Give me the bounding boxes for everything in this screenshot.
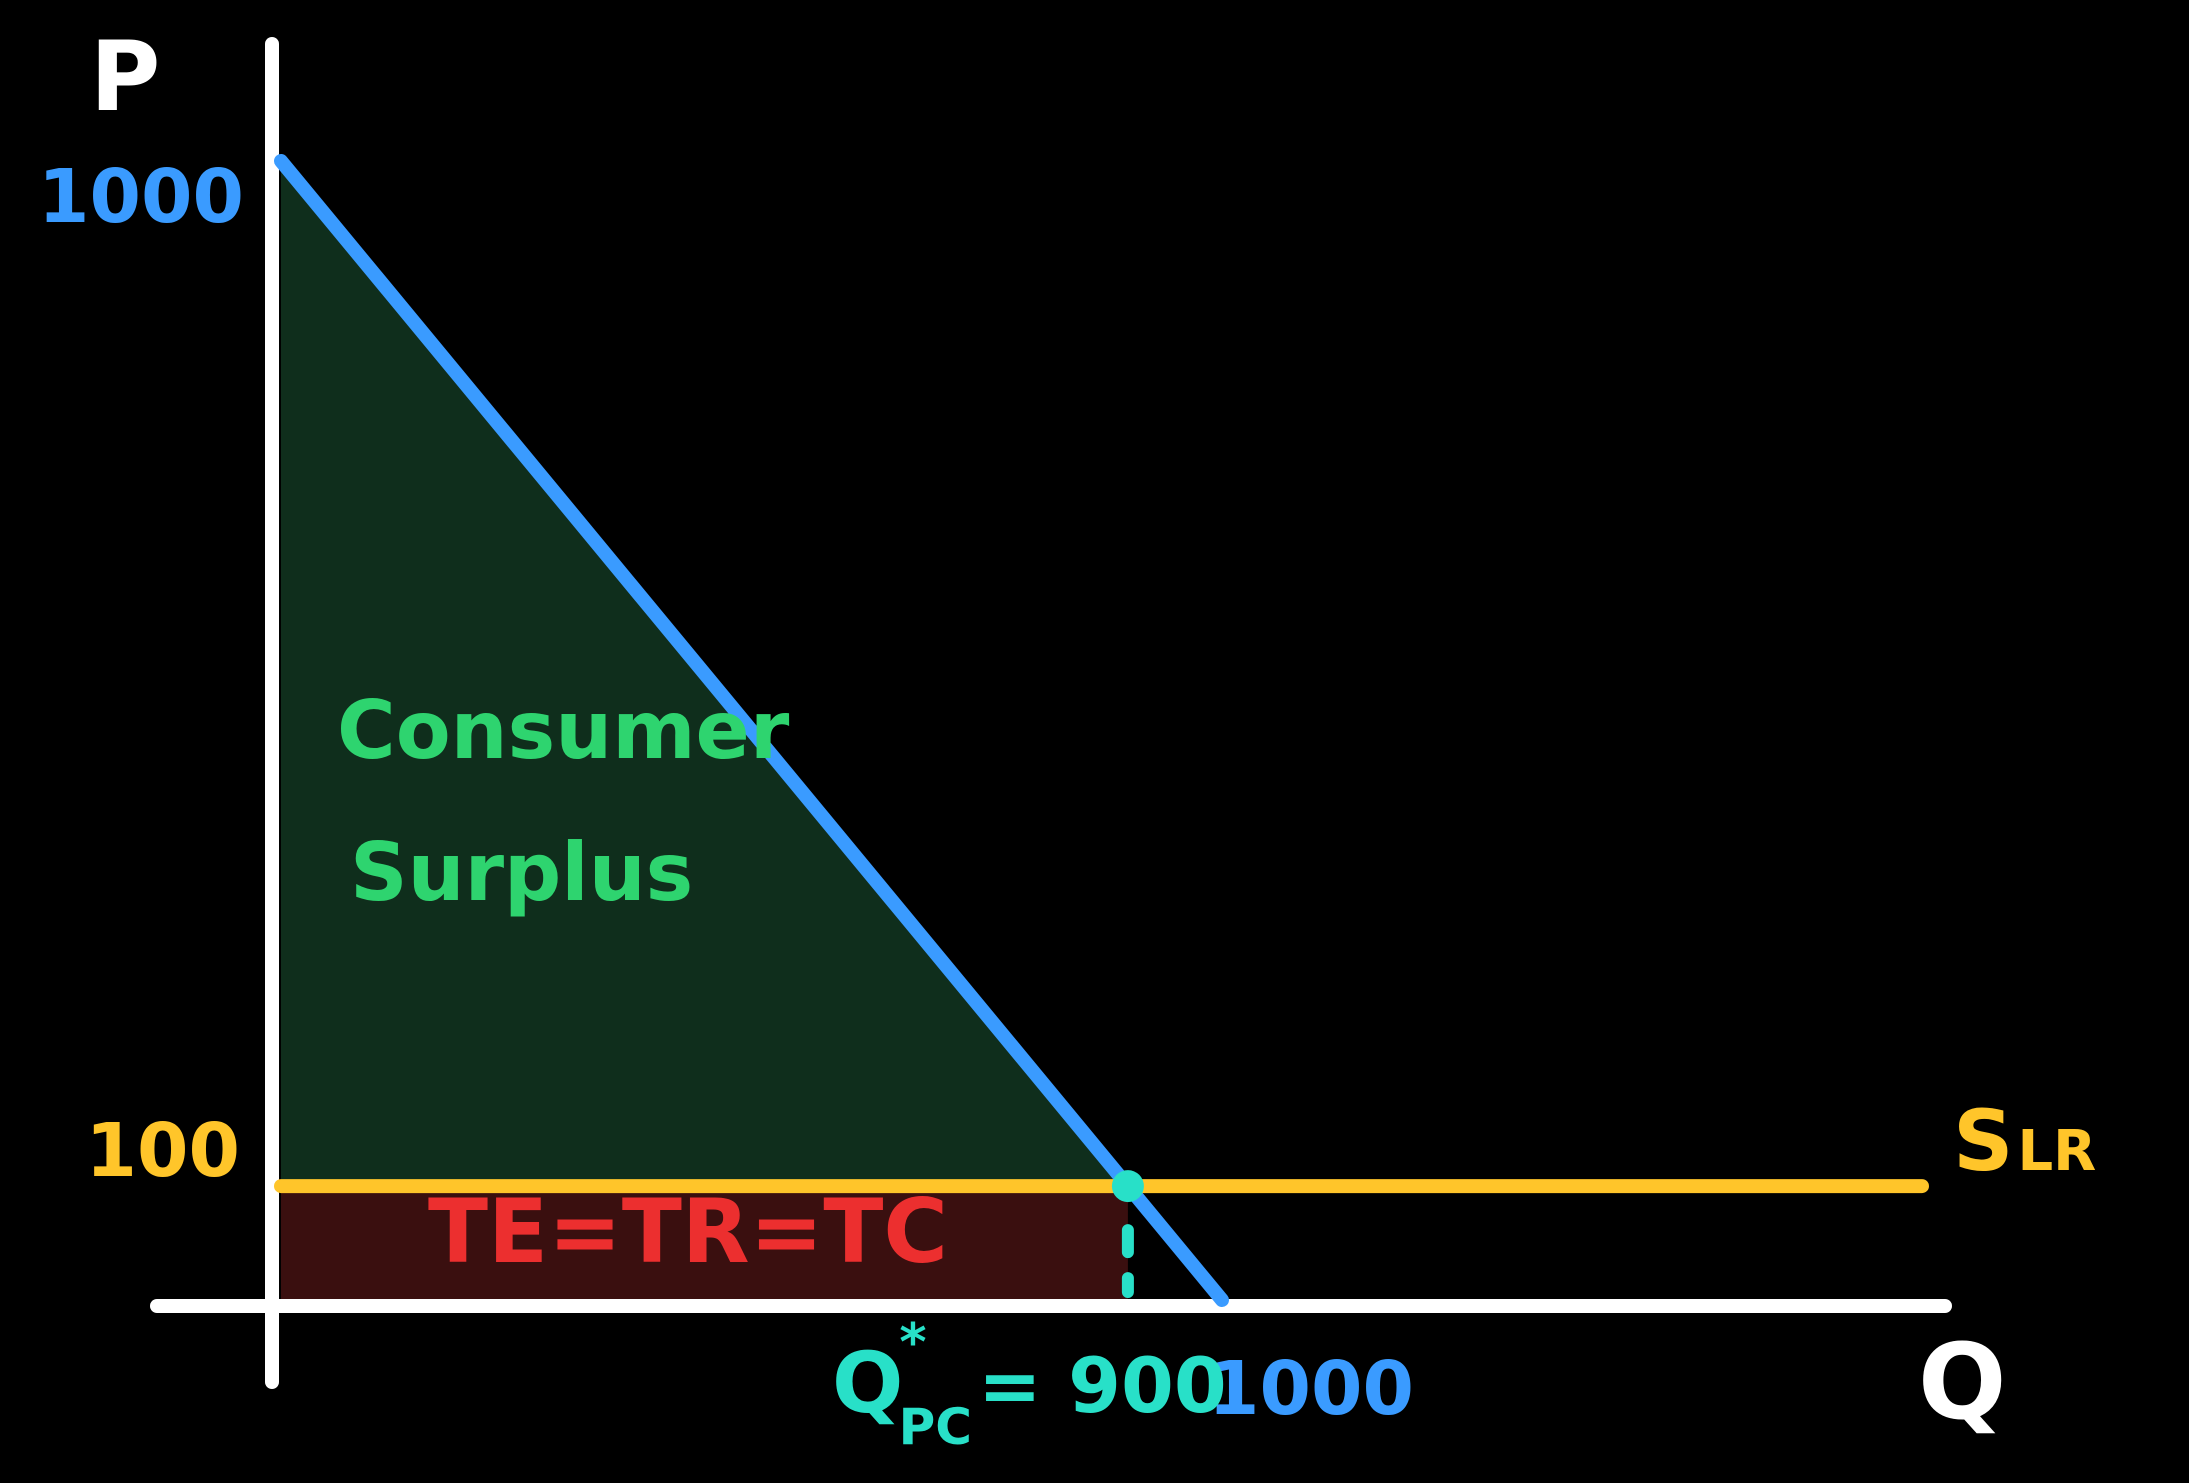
qstar-superscript: * [899,1313,926,1373]
x-axis-label: Q [1918,1321,2006,1443]
equilibrium-quantity-label: Q* PC= 900 [832,1313,1227,1456]
equilibrium-point [1111,1170,1144,1203]
y-tick-label-100: 100 [86,1108,240,1194]
supply-label-subscript: LR [2018,1119,2097,1184]
qstar-value: = 900 [978,1341,1227,1430]
supply-label-main: S [1953,1092,2014,1190]
qstar-subscript: PC [899,1398,972,1456]
qstar-letter: Q [832,1334,903,1432]
supply-curve-label: SLR [1953,1092,2096,1190]
consumer-surplus-label-line2: Surplus [350,826,693,919]
total-expenditure-label: TE=TR=TC [428,1180,948,1283]
x-tick-label-1000: 1000 [1208,1346,1414,1432]
consumer-surplus-label-line1: Consumer [337,684,790,777]
y-tick-label-1000: 1000 [38,154,244,240]
total-expenditure-area [281,1186,1128,1300]
y-axis-label: P [90,21,160,133]
demand-curve [274,154,1229,1307]
